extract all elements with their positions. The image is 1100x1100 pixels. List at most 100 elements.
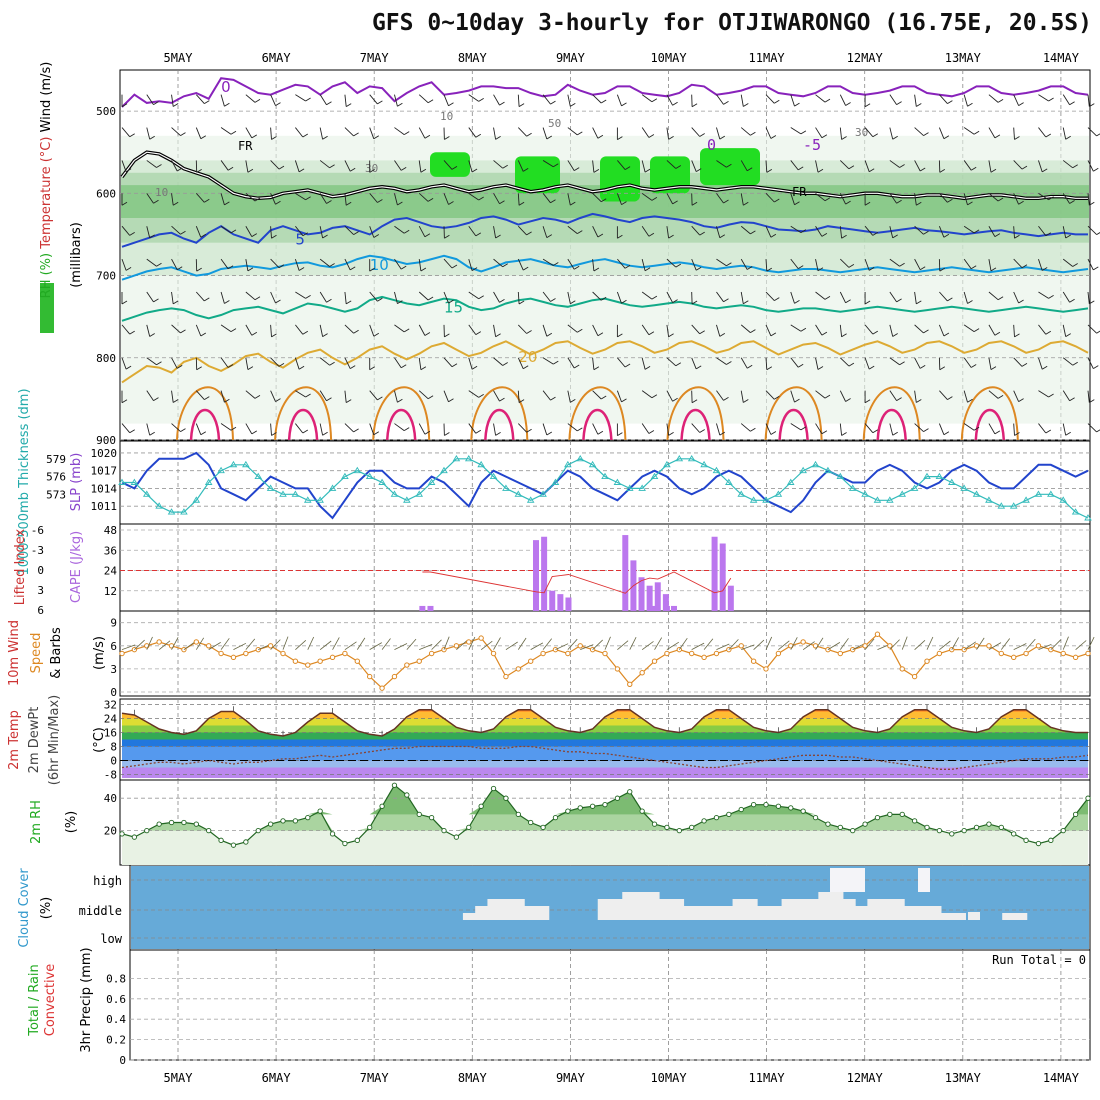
wind-barb-flag [916,300,922,305]
wind-barb-flag [518,103,525,107]
wind-barb [666,258,677,268]
thickness-point [576,454,585,462]
wind-barb [988,259,992,271]
wind-barb [914,640,926,650]
rh-point [552,814,559,821]
wind-barb-flag [1045,330,1052,335]
wind-barb [691,127,701,137]
thickness-point [725,478,733,485]
wind-barb [394,291,398,304]
wind-speed-point [230,654,237,661]
thickness-tick: 576 [46,471,66,484]
wind-unit-label: (m/s) [92,636,107,670]
rh-point [292,818,299,824]
wind-barb [790,324,802,332]
wind-barb-flag [824,197,831,202]
wind-barb [220,193,225,206]
wind-barb [146,357,157,366]
thickness-point [1071,508,1080,515]
wind-barb [1013,127,1015,140]
wind-barb [245,160,249,173]
wind-barb [567,94,571,107]
wind-barb [592,639,603,650]
wind-barb-flag [648,134,655,138]
wind-barb-flag [848,362,855,367]
rh-point [750,802,757,808]
wind-barb [493,160,503,169]
wind-barb-flag [726,361,732,365]
wind-barb-flag [353,231,359,235]
wind-barb [790,291,795,304]
rh-point [280,818,286,824]
wind-barb-flag [691,300,698,305]
thickness-point [601,472,609,480]
wind-barb-flag [845,200,851,205]
wind-barb-flag [345,300,352,305]
thickness-point [365,472,374,480]
date-label-top: 6MAY [262,51,292,65]
wind-barb-flag [424,332,431,336]
wind-barb-flag [444,234,450,239]
wind-barb-flag [774,198,780,203]
mid-cloud-bar [940,913,954,920]
wind-barb-flag [1065,431,1071,436]
mid-cloud-bar [879,899,893,920]
thickness-point [613,478,622,485]
wind-barb-flag [800,426,807,431]
wind-barb-flag [278,165,285,170]
wind-barb-flag [973,328,980,332]
wind-barb [468,258,473,271]
wind-barb-flag [278,264,285,269]
wind-barb-flag [475,232,482,237]
wind-barb-flag [939,366,946,371]
wind-barb [914,291,917,304]
wind-barb [295,423,304,434]
wind-barb-flag [651,197,658,201]
wind-barb [592,160,595,173]
wind-barb-flag [797,363,804,368]
temp-tick: 24 [104,713,118,726]
temp-band [120,701,1090,705]
wind-barb [815,94,826,103]
rh-point [267,821,274,827]
wind-barb [146,390,154,401]
wind-barb [765,259,768,272]
wind-barb-flag [522,168,529,172]
rh-point [763,802,769,808]
wind-barb-flag [872,232,879,236]
wind-barb [864,324,874,335]
wind-barb [939,390,948,400]
wind-barb [1062,94,1070,106]
wind-barb-flag [919,167,926,172]
wind-barb-flag [923,428,929,432]
wind-barb-flag [719,431,726,436]
cloud-level-label: high [93,874,122,888]
wind-barb [567,324,578,333]
wind-speed-point [280,650,286,657]
wind-speed-point [243,650,249,657]
wind-barb [1087,291,1090,304]
wind-barb-flag [648,430,655,434]
wind-barb [765,636,773,650]
rh-point [788,805,794,811]
wind-barb-flag [973,229,980,234]
wind-barb [220,225,232,234]
wind-barb-flag [204,100,210,104]
wind-barb-flag [349,266,356,271]
wind-barb-flag [675,165,682,169]
thickness-point [328,484,337,491]
wind-barb [220,638,230,650]
wind-barb-flag [448,398,454,403]
date-label-top: 14MAY [1043,51,1080,65]
wind-barb-flag [302,429,309,434]
wind-barb [889,94,897,105]
wind-barb [815,357,819,370]
mid-cloud-bar [1002,913,1016,920]
wind-barb [963,94,968,107]
wind-barb-flag [597,134,604,139]
wind-speed-point [1085,650,1091,657]
wind-barb [839,638,849,650]
thickness-tick: 573 [46,488,66,501]
wind-barb-flag [570,103,576,107]
